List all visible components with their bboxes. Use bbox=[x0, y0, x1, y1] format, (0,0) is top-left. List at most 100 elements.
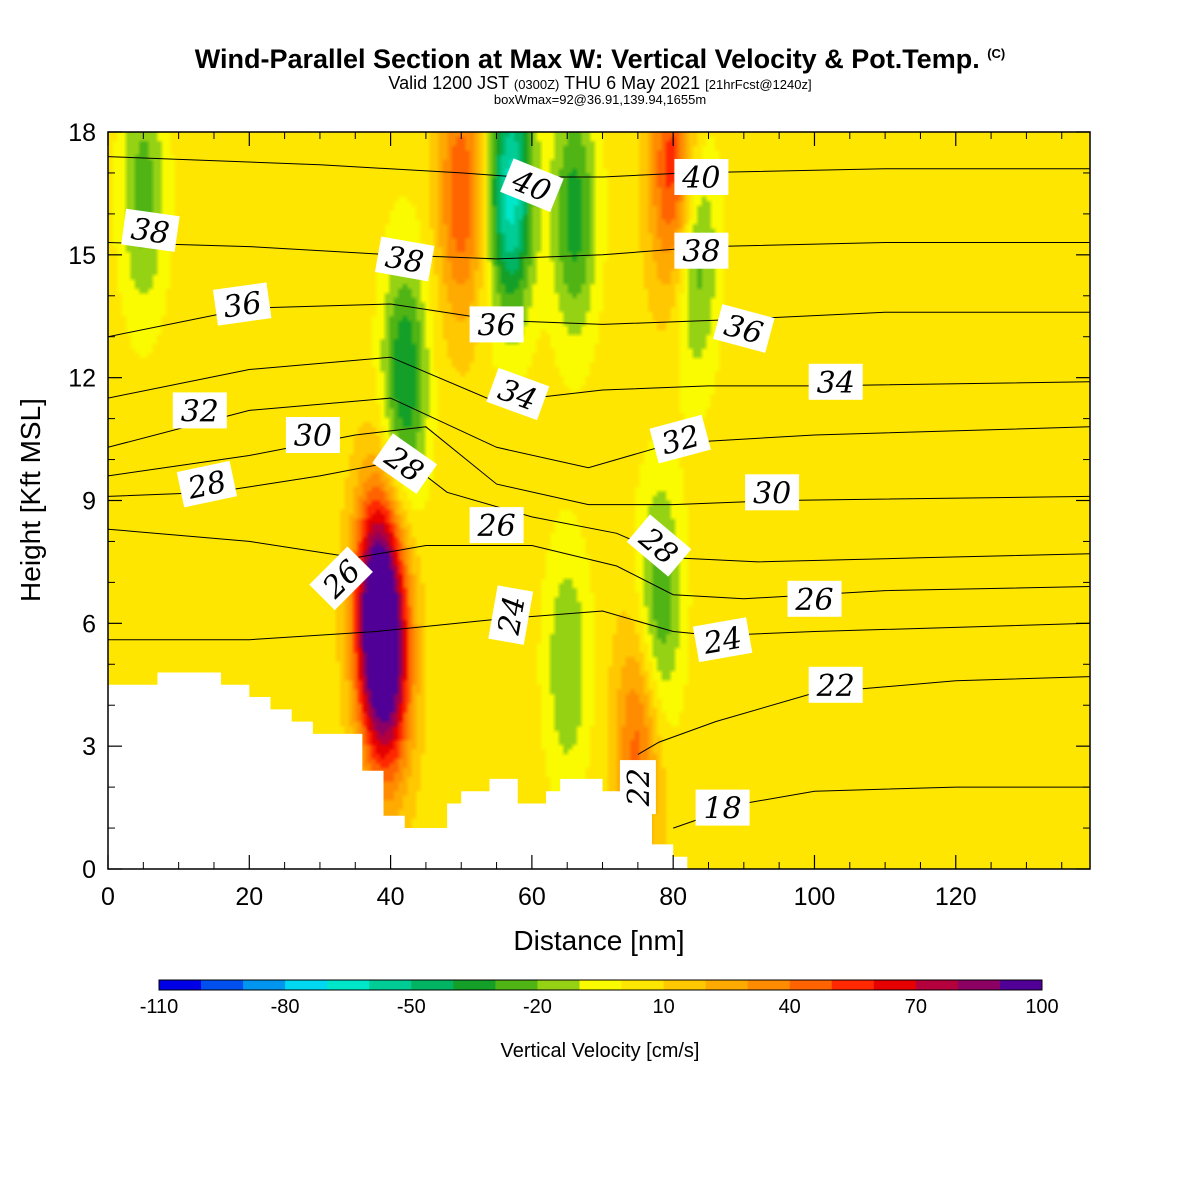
colorbar-swatch bbox=[747, 980, 791, 990]
y-axis-title: Height [Kft MSL] bbox=[15, 398, 46, 602]
terrain-mask bbox=[108, 672, 688, 869]
colorbar-tick-label: 10 bbox=[652, 996, 674, 1018]
colorbar-swatch bbox=[201, 980, 244, 990]
x-tick-label: 120 bbox=[935, 883, 977, 911]
contour-label-bg bbox=[619, 760, 656, 815]
y-tick-label: 18 bbox=[68, 119, 96, 147]
contour-label-bg bbox=[488, 585, 534, 645]
isentrope-line bbox=[108, 459, 1090, 563]
contour-label-bg bbox=[212, 282, 272, 326]
contour-label-text: 26 bbox=[477, 509, 516, 544]
contour-label-bg bbox=[285, 417, 340, 453]
contour-label-text: 22 bbox=[816, 669, 855, 704]
colorbar-swatch bbox=[957, 980, 1001, 990]
copyright-mark: (C) bbox=[987, 46, 1006, 61]
colorbar-swatch bbox=[915, 980, 959, 990]
contour-label: 32 bbox=[172, 392, 227, 429]
contour-label-text: 22 bbox=[622, 768, 657, 807]
contour-label: 24 bbox=[488, 585, 534, 645]
x-tick-label: 100 bbox=[794, 883, 836, 911]
contour-label: 22 bbox=[619, 760, 657, 815]
colorbar-swatch bbox=[663, 980, 707, 990]
isentrope-line bbox=[108, 303, 1090, 338]
contour-label-bg bbox=[787, 580, 842, 617]
contour-label-bg bbox=[674, 159, 729, 195]
contour-label-bg bbox=[176, 460, 238, 508]
contour-label: 30 bbox=[745, 474, 800, 511]
contour-label-bg bbox=[372, 433, 438, 494]
colorbar-tick-label: 40 bbox=[779, 996, 801, 1018]
x-tick-label: 80 bbox=[659, 883, 687, 911]
contour-label: 24 bbox=[692, 617, 753, 663]
contour-label-bg bbox=[626, 514, 692, 577]
contour-label: 26 bbox=[787, 580, 842, 618]
contour-label-text: 30 bbox=[753, 476, 791, 511]
contour-label: 38 bbox=[374, 236, 435, 282]
isentrope-line bbox=[108, 426, 1090, 506]
contour-label: 38 bbox=[674, 232, 729, 270]
contour-label-bg bbox=[713, 304, 775, 353]
contour-label-bg bbox=[172, 392, 227, 429]
isentrope-line bbox=[108, 156, 1090, 178]
x-axis-title: Distance [nm] bbox=[513, 925, 684, 956]
isentrope-line bbox=[108, 397, 1090, 469]
contour-label-bg bbox=[808, 666, 863, 703]
contour-label-text: 36 bbox=[478, 308, 516, 343]
valid-date: THU 6 May 2021 bbox=[564, 73, 701, 93]
contour-label-text: 38 bbox=[682, 235, 720, 270]
contour-label: 34 bbox=[808, 363, 863, 401]
colorbar-tick-label: -50 bbox=[397, 996, 426, 1018]
colorbar-swatch bbox=[873, 980, 917, 990]
y-tick-label: 0 bbox=[82, 856, 96, 884]
colorbar-swatch bbox=[285, 980, 328, 990]
colorbar-swatch bbox=[369, 980, 412, 990]
colorbar-swatch bbox=[243, 980, 286, 990]
colorbar-tick-label: -20 bbox=[523, 996, 552, 1018]
contour-label-bg bbox=[469, 306, 524, 343]
y-tick-label: 15 bbox=[68, 242, 96, 270]
valid-time: Valid 1200 JST (0300Z) THU 6 May 2021 [2… bbox=[0, 73, 1200, 94]
contour-label: 40 bbox=[674, 159, 729, 196]
isentrope-line bbox=[637, 676, 1090, 755]
colorbar: -110 -80 -50 -20 10 40 70 100 bbox=[140, 979, 1059, 1018]
contour-label-bg bbox=[469, 507, 524, 544]
forecast-info: [21hrFcst@1240z] bbox=[705, 77, 812, 92]
colorbar-tick-label: 100 bbox=[1025, 996, 1058, 1018]
contour-label-text: 24 bbox=[700, 621, 745, 662]
contour-label-text: 30 bbox=[294, 419, 332, 454]
contour-label-text: 36 bbox=[221, 285, 264, 325]
x-tick-label: 0 bbox=[101, 883, 115, 911]
contour-label: 32 bbox=[649, 414, 711, 464]
isentrope-contours bbox=[108, 156, 1090, 829]
colorbar-tick-label: -110 bbox=[140, 996, 179, 1018]
isentrope-line bbox=[108, 356, 1090, 403]
isentrope-line bbox=[108, 242, 1090, 260]
contour-label-bg bbox=[695, 789, 750, 826]
contour-label: 28 bbox=[176, 460, 238, 508]
contour-label-text: 28 bbox=[184, 464, 230, 506]
contour-label-text: 34 bbox=[817, 366, 855, 401]
colorbar-swatch bbox=[495, 980, 538, 990]
contour-label-text: 26 bbox=[794, 583, 833, 618]
contour-label-bg bbox=[121, 208, 180, 252]
colorbar-swatch bbox=[159, 980, 202, 990]
contour-label: 30 bbox=[285, 417, 340, 454]
colorbar-tick-label: -80 bbox=[271, 996, 300, 1018]
isentrope-line bbox=[108, 610, 1090, 641]
terrain-shape bbox=[108, 672, 688, 869]
contour-label: 36 bbox=[469, 306, 524, 343]
colorbar-swatch bbox=[621, 980, 665, 990]
contour-label-bg bbox=[500, 158, 564, 213]
colorbar-tick-label: 70 bbox=[905, 996, 927, 1018]
contour-label-bg bbox=[745, 474, 800, 511]
contour-label: 36 bbox=[212, 282, 272, 326]
x-tick-label: 60 bbox=[518, 883, 546, 911]
colorbar-swatch bbox=[327, 980, 370, 990]
valid-time-utc: (0300Z) bbox=[513, 77, 560, 92]
valid-time-jst: Valid 1200 JST bbox=[388, 73, 509, 93]
contour-label: 26 bbox=[469, 507, 524, 544]
contour-label-bg bbox=[808, 363, 863, 400]
colorbar-swatch bbox=[579, 980, 623, 990]
